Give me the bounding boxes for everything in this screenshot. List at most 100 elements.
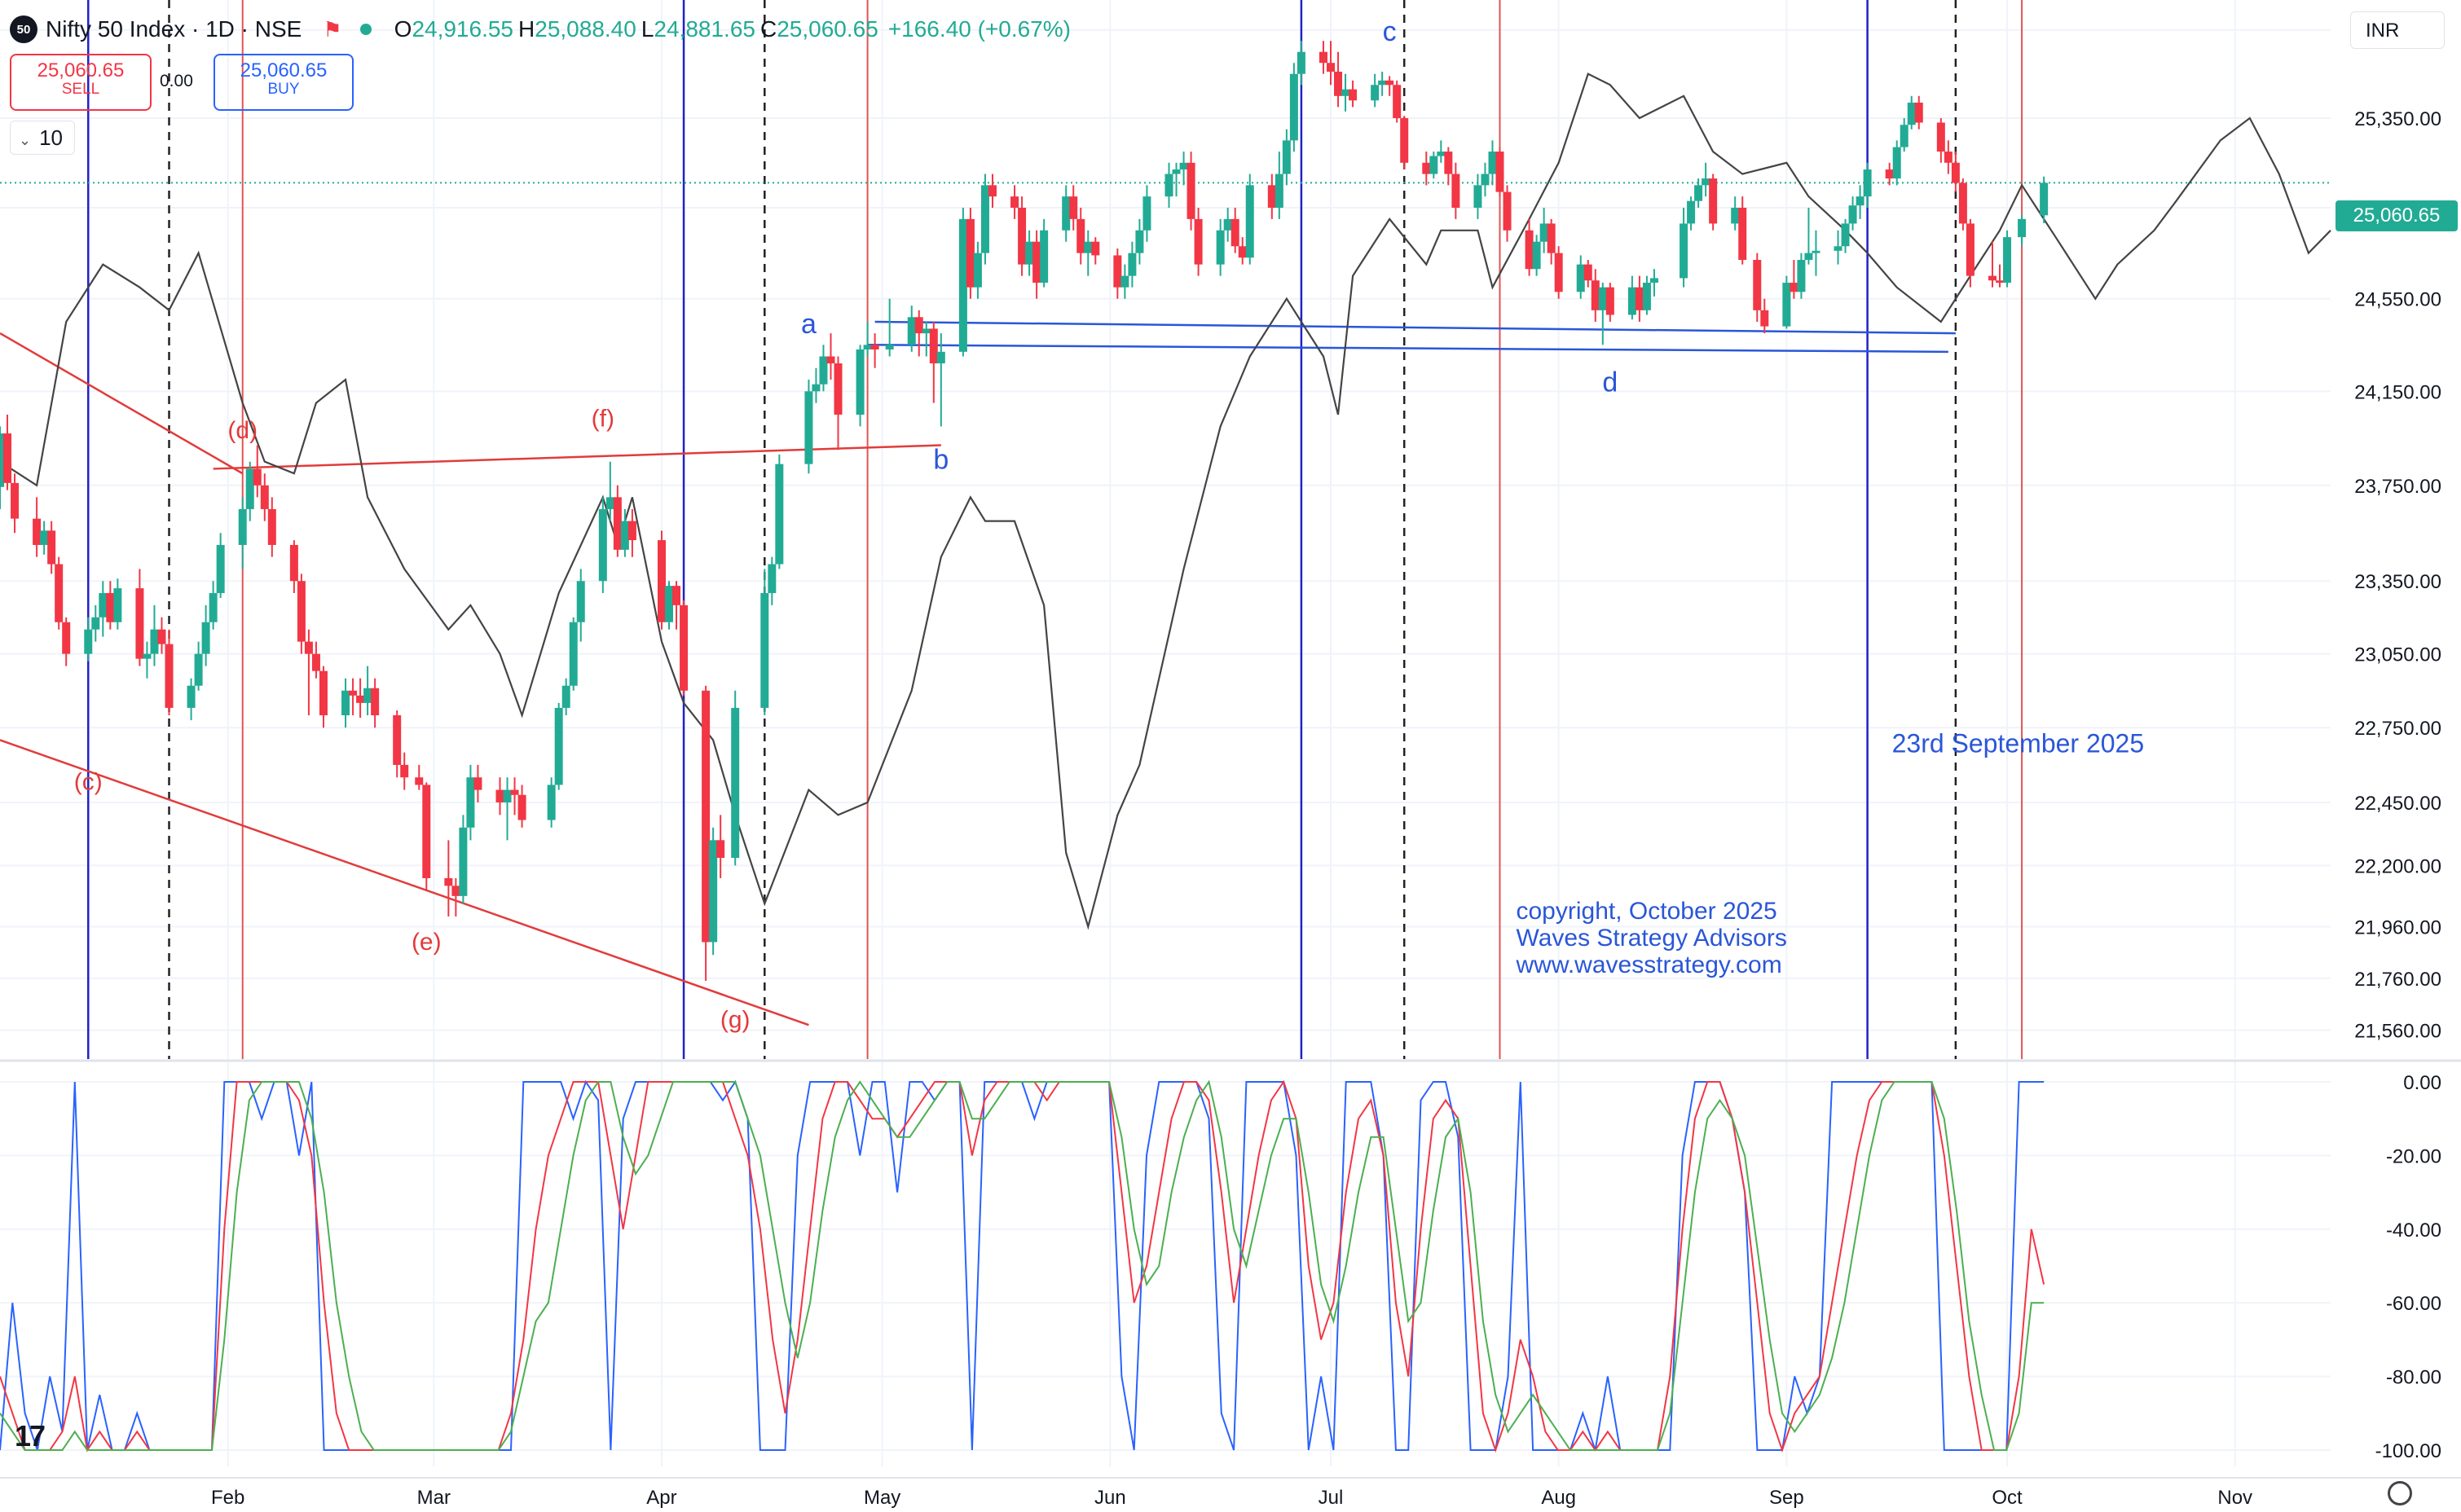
wave-label: c xyxy=(1383,16,1397,47)
candle-body xyxy=(819,356,828,385)
indicator-length-value: 10 xyxy=(39,125,64,150)
ohlc-low-value: 24,881.65 xyxy=(654,16,755,42)
candle-body xyxy=(1289,73,1298,141)
sell-button[interactable]: 25,060.65 SELL xyxy=(10,54,152,111)
candle-body xyxy=(1936,122,1945,152)
ohlc-low-key: L xyxy=(641,16,654,42)
oscillator-axis-label: -40.00 xyxy=(2386,1220,2441,1242)
oscillator-axis-label: 0.00 xyxy=(2403,1072,2441,1094)
candle-body xyxy=(1297,51,1305,74)
currency-selector[interactable]: INR xyxy=(2350,11,2445,49)
oscillator-axis-label: -80.00 xyxy=(2386,1367,2441,1389)
candle-body xyxy=(1554,253,1563,292)
date-annotation: 23rd September 2025 xyxy=(1892,729,2145,758)
candle-body xyxy=(319,670,328,716)
candle-body xyxy=(1944,152,1953,163)
time-axis-label: May xyxy=(864,1487,900,1509)
candle-body xyxy=(40,530,49,545)
candle-body xyxy=(1091,241,1100,256)
candle-body xyxy=(400,764,409,778)
candle-body xyxy=(1481,174,1490,186)
wave-label: d xyxy=(1602,367,1618,398)
time-axis-label: Aug xyxy=(1541,1487,1576,1509)
ohlc-high-key: H xyxy=(518,16,535,42)
candle-body xyxy=(1010,196,1019,208)
candle-body xyxy=(495,789,504,802)
candle-body xyxy=(363,688,372,703)
candle-body xyxy=(194,653,203,686)
wave-label: (c) xyxy=(74,769,103,796)
candle-body xyxy=(1216,230,1225,265)
candle-body xyxy=(106,593,115,622)
wave-label: a xyxy=(801,309,817,340)
candle-body xyxy=(804,391,813,464)
candle-body xyxy=(1605,287,1614,315)
candle-body xyxy=(1738,207,1747,261)
candle-body xyxy=(165,644,174,708)
candle-body xyxy=(1841,223,1850,247)
candle-body xyxy=(914,317,923,334)
buy-button[interactable]: 25,060.65 BUY xyxy=(214,54,354,111)
candle-body xyxy=(966,218,975,288)
ohlc-close-value: 25,060.65 xyxy=(777,16,878,42)
flag-icon[interactable]: ⚑ xyxy=(323,16,342,42)
indicator-length-toggle[interactable]: ⌄ 10 xyxy=(10,121,75,155)
candle-body xyxy=(33,518,42,545)
candle-body xyxy=(1951,162,1960,183)
candle-body xyxy=(1267,185,1276,208)
candle-body xyxy=(1642,283,1651,310)
candle-body xyxy=(1547,223,1556,253)
candle-body xyxy=(1135,230,1144,253)
candle-body xyxy=(613,497,622,550)
ohlc-high-value: 25,088.40 xyxy=(535,16,636,42)
candle-body xyxy=(1627,287,1636,315)
candle-body xyxy=(1591,280,1600,310)
tradingview-logo-icon[interactable]: 17 xyxy=(15,1419,46,1453)
price-change: +166.40 (+0.67%) xyxy=(887,16,1071,42)
time-axis-label: Nov xyxy=(2217,1487,2252,1509)
candle-body xyxy=(1032,241,1041,284)
candle-body xyxy=(1598,287,1607,310)
candle-body xyxy=(1062,196,1071,231)
time-axis-label: Jul xyxy=(1319,1487,1344,1509)
candle-body xyxy=(1275,174,1283,208)
price-axis-label: 25,350.00 xyxy=(2354,108,2441,130)
chevron-down-icon: ⌄ xyxy=(19,132,32,148)
candle-body xyxy=(2018,218,2027,238)
price-axis-label: 21,960.00 xyxy=(2354,917,2441,939)
candle-body xyxy=(1319,51,1327,64)
copyright-line: Waves Strategy Advisors xyxy=(1517,925,1787,952)
candle-body xyxy=(885,345,894,349)
candle-body xyxy=(297,581,306,642)
candle-body xyxy=(1694,185,1703,201)
candle-body xyxy=(1018,207,1027,265)
candle-body xyxy=(775,464,784,565)
price-axis-label: 22,750.00 xyxy=(2354,718,2441,740)
candle-body xyxy=(598,508,607,582)
candle-body xyxy=(415,777,424,785)
candle-body xyxy=(91,617,100,630)
candle-body xyxy=(1084,241,1093,253)
candle-body xyxy=(238,508,247,545)
chart-title[interactable]: Nifty 50 Index · 1D · NSE xyxy=(46,16,302,42)
candle-body xyxy=(1804,253,1813,261)
candle-body xyxy=(1245,185,1254,258)
candle-body xyxy=(1371,85,1380,101)
time-axis-label: Jun xyxy=(1094,1487,1126,1509)
candle-body xyxy=(1635,287,1644,310)
candle-body xyxy=(1349,89,1358,101)
time-axis-label: Feb xyxy=(211,1487,244,1509)
chart-header: 50 Nifty 50 Index · 1D · NSE ⚑ O 24,916.5… xyxy=(10,11,1071,47)
candle-body xyxy=(1848,205,1857,224)
oscillator-axis-label: -20.00 xyxy=(2386,1145,2441,1167)
candle-body xyxy=(1223,218,1232,231)
buy-price: 25,060.65 xyxy=(240,59,328,81)
candle-body xyxy=(1731,207,1740,224)
candle-body xyxy=(209,593,218,622)
candle-body xyxy=(1988,275,1997,281)
settings-gear-icon[interactable] xyxy=(2388,1481,2412,1505)
candle-body xyxy=(1120,275,1129,288)
candle-body xyxy=(349,690,358,696)
candle-body xyxy=(1532,241,1541,270)
